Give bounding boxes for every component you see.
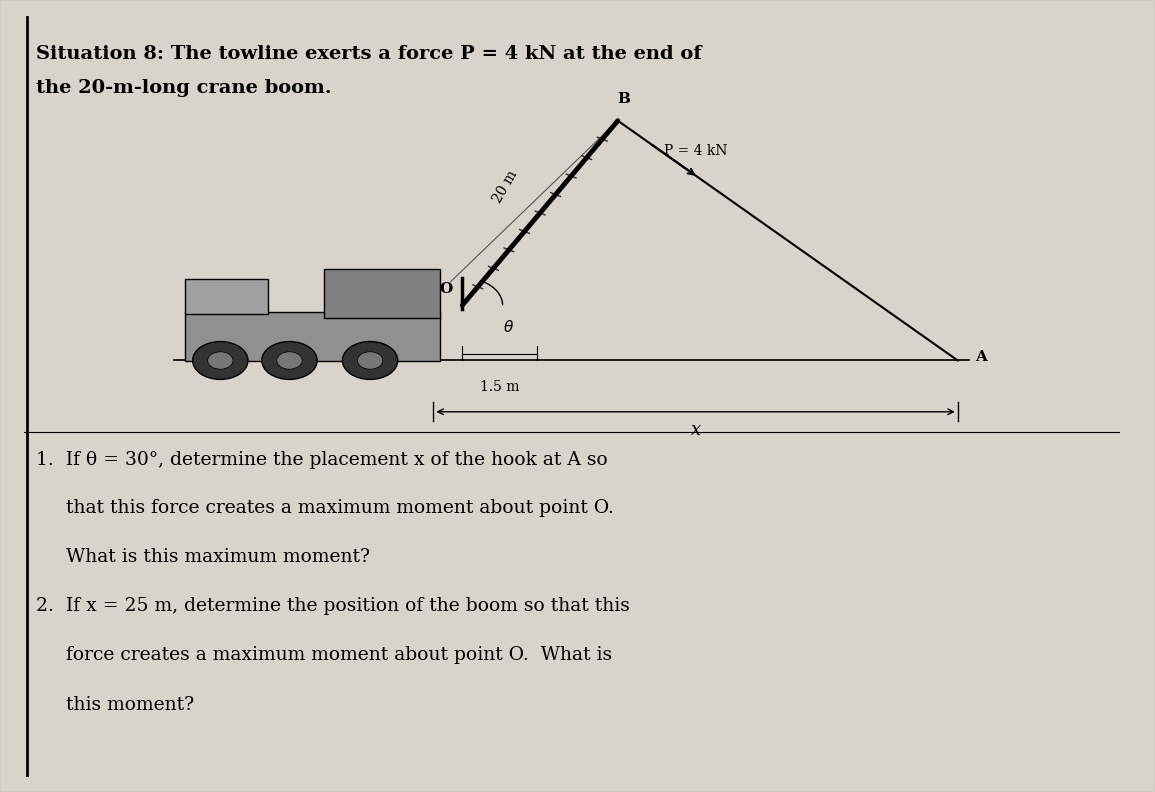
Circle shape	[357, 352, 382, 369]
Text: P = 4 kN: P = 4 kN	[664, 144, 728, 158]
Text: O: O	[440, 282, 453, 295]
Text: that this force creates a maximum moment about point O.: that this force creates a maximum moment…	[36, 499, 613, 516]
Text: A: A	[975, 349, 986, 364]
Text: Situation 8: The towline exerts a force P = 4 kN at the end of: Situation 8: The towline exerts a force …	[36, 45, 701, 63]
Text: 20 m: 20 m	[491, 168, 521, 205]
Text: What is this maximum moment?: What is this maximum moment?	[36, 547, 370, 565]
Text: B: B	[617, 93, 631, 106]
Text: 1.  If θ = 30°, determine the placement x of the hook at A so: 1. If θ = 30°, determine the placement x…	[36, 451, 608, 469]
FancyBboxPatch shape	[185, 279, 268, 314]
FancyBboxPatch shape	[185, 312, 440, 361]
Text: x: x	[691, 421, 701, 440]
Text: 2.  If x = 25 m, determine the position of the boom so that this: 2. If x = 25 m, determine the position o…	[36, 597, 629, 615]
Circle shape	[208, 352, 233, 369]
Text: the 20-m-long crane boom.: the 20-m-long crane boom.	[36, 78, 331, 97]
Circle shape	[277, 352, 303, 369]
Circle shape	[193, 341, 248, 379]
Text: force creates a maximum moment about point O.  What is: force creates a maximum moment about poi…	[36, 646, 612, 664]
FancyBboxPatch shape	[325, 268, 440, 318]
Text: 1.5 m: 1.5 m	[480, 380, 520, 394]
Text: $\theta$: $\theta$	[502, 319, 514, 336]
Circle shape	[262, 341, 318, 379]
Text: this moment?: this moment?	[36, 696, 194, 714]
Circle shape	[342, 341, 397, 379]
